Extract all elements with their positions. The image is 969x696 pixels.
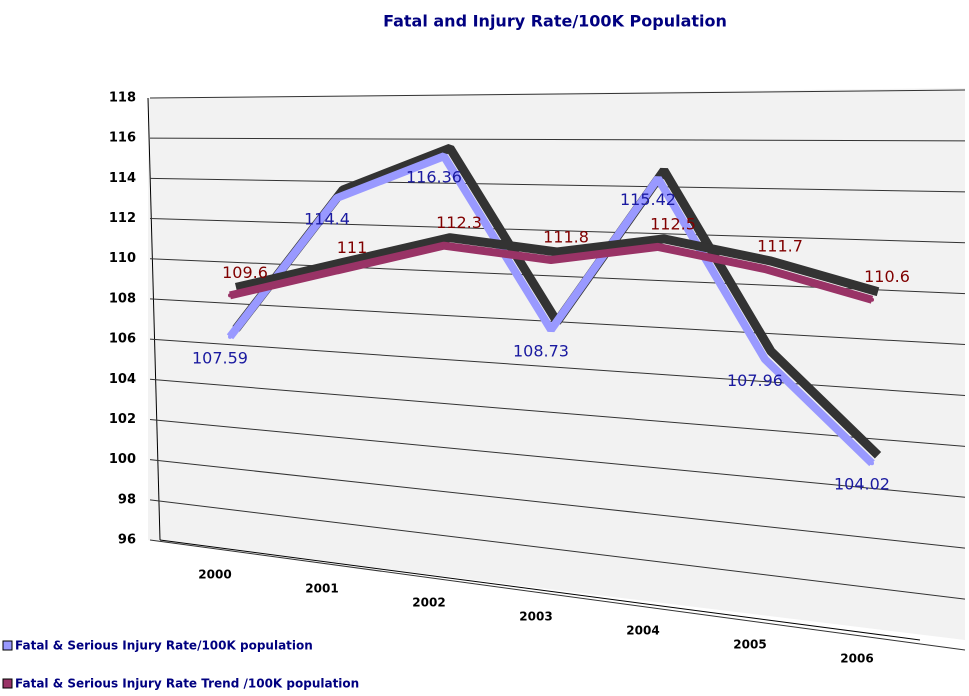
data-label: 111.7	[757, 237, 803, 256]
data-point	[656, 176, 660, 181]
data-point	[335, 268, 339, 273]
y-tick-label: 106	[109, 332, 136, 347]
y-tick-label: 118	[109, 91, 136, 106]
legend-swatch	[2, 678, 13, 689]
x-tick-label: 2006	[840, 652, 873, 666]
data-label: 104.02	[834, 475, 890, 494]
x-tick-label: 2004	[626, 624, 659, 638]
y-tick-label: 108	[109, 291, 136, 306]
grid-line	[149, 539, 966, 651]
data-point	[335, 195, 339, 200]
y-tick-label: 110	[109, 251, 136, 266]
legend-label: Fatal & Serious Injury Rate Trend /100K …	[15, 677, 359, 691]
back-wall	[148, 88, 965, 640]
data-label: 112.5	[650, 214, 696, 233]
data-point	[228, 334, 232, 339]
data-label: 111	[337, 238, 368, 257]
data-label: 115.42	[620, 190, 676, 209]
x-tick-label: 2002	[412, 596, 445, 610]
grid-line	[149, 218, 966, 244]
grid-line	[149, 338, 966, 396]
y-tick-label: 96	[118, 533, 136, 548]
data-label: 107.59	[192, 348, 248, 367]
grid-line	[149, 499, 966, 600]
grid-line	[149, 378, 966, 447]
data-point	[763, 357, 767, 362]
data-label: 116.36	[406, 168, 462, 187]
data-point	[656, 244, 660, 249]
y-tick-label: 98	[118, 492, 136, 507]
data-label: 111.8	[543, 227, 589, 246]
grid-line	[149, 137, 966, 142]
y-tick-label: 116	[109, 131, 136, 146]
data-point	[549, 257, 553, 262]
x-tick-label: 2000	[198, 568, 231, 582]
data-point	[228, 293, 232, 298]
y-tick-label: 100	[109, 452, 136, 467]
grid-line	[149, 459, 966, 549]
data-point	[763, 267, 767, 272]
grid-line	[149, 418, 966, 498]
y-axis	[147, 97, 161, 541]
x-tick-label: 2005	[733, 638, 766, 652]
data-label: 114.4	[304, 209, 350, 228]
data-label: 110.6	[864, 267, 910, 286]
data-label: 112.3	[436, 213, 482, 232]
data-label: 109.6	[222, 263, 268, 282]
grid-line	[149, 177, 966, 193]
y-tick-label: 112	[109, 211, 136, 226]
y-tick-label: 102	[109, 412, 136, 427]
data-label: 108.73	[513, 341, 569, 360]
legend-label: Fatal & Serious Injury Rate/100K populat…	[15, 639, 313, 653]
data-point	[870, 297, 874, 302]
x-tick-label: 2003	[519, 610, 552, 624]
x-tick-label: 2001	[305, 582, 338, 596]
series-ribbon-shadow	[234, 233, 880, 297]
legend-swatch	[2, 640, 13, 651]
data-point	[442, 243, 446, 248]
chart-title: Fatal and Injury Rate/100K Population	[383, 12, 727, 31]
data-point	[549, 327, 553, 332]
data-point	[870, 461, 874, 466]
data-label: 107.96	[727, 371, 783, 390]
grid-line	[149, 89, 966, 99]
x-axis	[159, 539, 921, 641]
y-tick-label: 114	[109, 171, 136, 186]
y-tick-label: 104	[109, 372, 136, 387]
data-point	[442, 154, 446, 159]
